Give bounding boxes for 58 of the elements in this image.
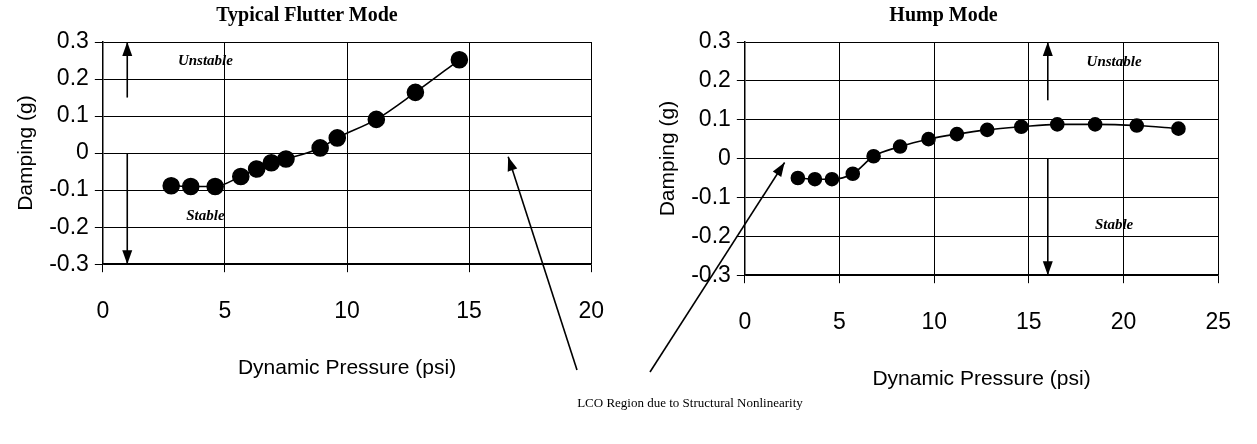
x-tick-label: 0 [738,308,752,335]
point [262,153,281,172]
x-axis-title: Dynamic Pressure (psi) [872,366,1091,390]
y-tick-label: -0.3 [49,249,89,276]
point [1049,117,1065,132]
point [1129,118,1145,133]
point [845,166,861,182]
chart-title: Hump Mode [889,3,998,27]
point [824,171,840,187]
y-tick-label: -0.2 [49,212,89,239]
point [311,139,329,157]
y-axis-title: Damping (g) [13,95,37,211]
x-tick-label: 20 [578,297,605,324]
x-tick-label: 10 [921,308,947,335]
point [406,83,425,102]
point [892,139,908,154]
point [232,167,250,186]
y-tick-label: -0.1 [691,182,731,209]
annotation: Stable [186,207,225,224]
y-tick-label: 0 [76,138,89,165]
y-axis-title: Damping (g) [655,100,679,217]
point [949,126,965,142]
y-tick-label: 0.3 [698,27,731,54]
point [450,50,469,69]
x-tick-label: 15 [1016,308,1042,335]
point [247,160,266,178]
point [162,176,181,195]
y-tick-label: -0.1 [49,175,89,202]
text: LCO Region due to Structural Nonlinearity [576,394,804,412]
point [807,171,823,187]
y-tick-label: 0.2 [56,64,89,91]
y-tick-label: 0.3 [56,27,89,54]
x-tick-label: 10 [334,297,360,324]
x-tick-label: 25 [1205,308,1232,335]
point [181,177,200,196]
point [979,122,995,138]
y-tick-label: -0.2 [691,221,731,248]
point [367,110,386,129]
x-axis-title: Dynamic Pressure (psi) [237,355,457,379]
x-tick-label: 15 [456,297,482,324]
point [1013,119,1029,135]
point [206,177,224,196]
chart-title: Typical Flutter Mode [216,3,398,27]
x-tick-label: 5 [218,297,232,324]
point [866,148,881,164]
point [277,150,295,168]
y-tick-label: 0 [718,143,731,170]
y-tick-label: 0.2 [698,66,731,93]
point [1171,121,1186,136]
point [1087,117,1103,132]
x-tick-label: 0 [96,297,110,324]
point [790,170,806,186]
y-tick-label: 0.1 [56,101,89,128]
point [328,129,347,147]
x-tick-label: 20 [1110,308,1137,335]
point [921,131,936,147]
x-tick-label: 5 [833,308,846,335]
y-tick-label: 0.1 [698,105,731,132]
